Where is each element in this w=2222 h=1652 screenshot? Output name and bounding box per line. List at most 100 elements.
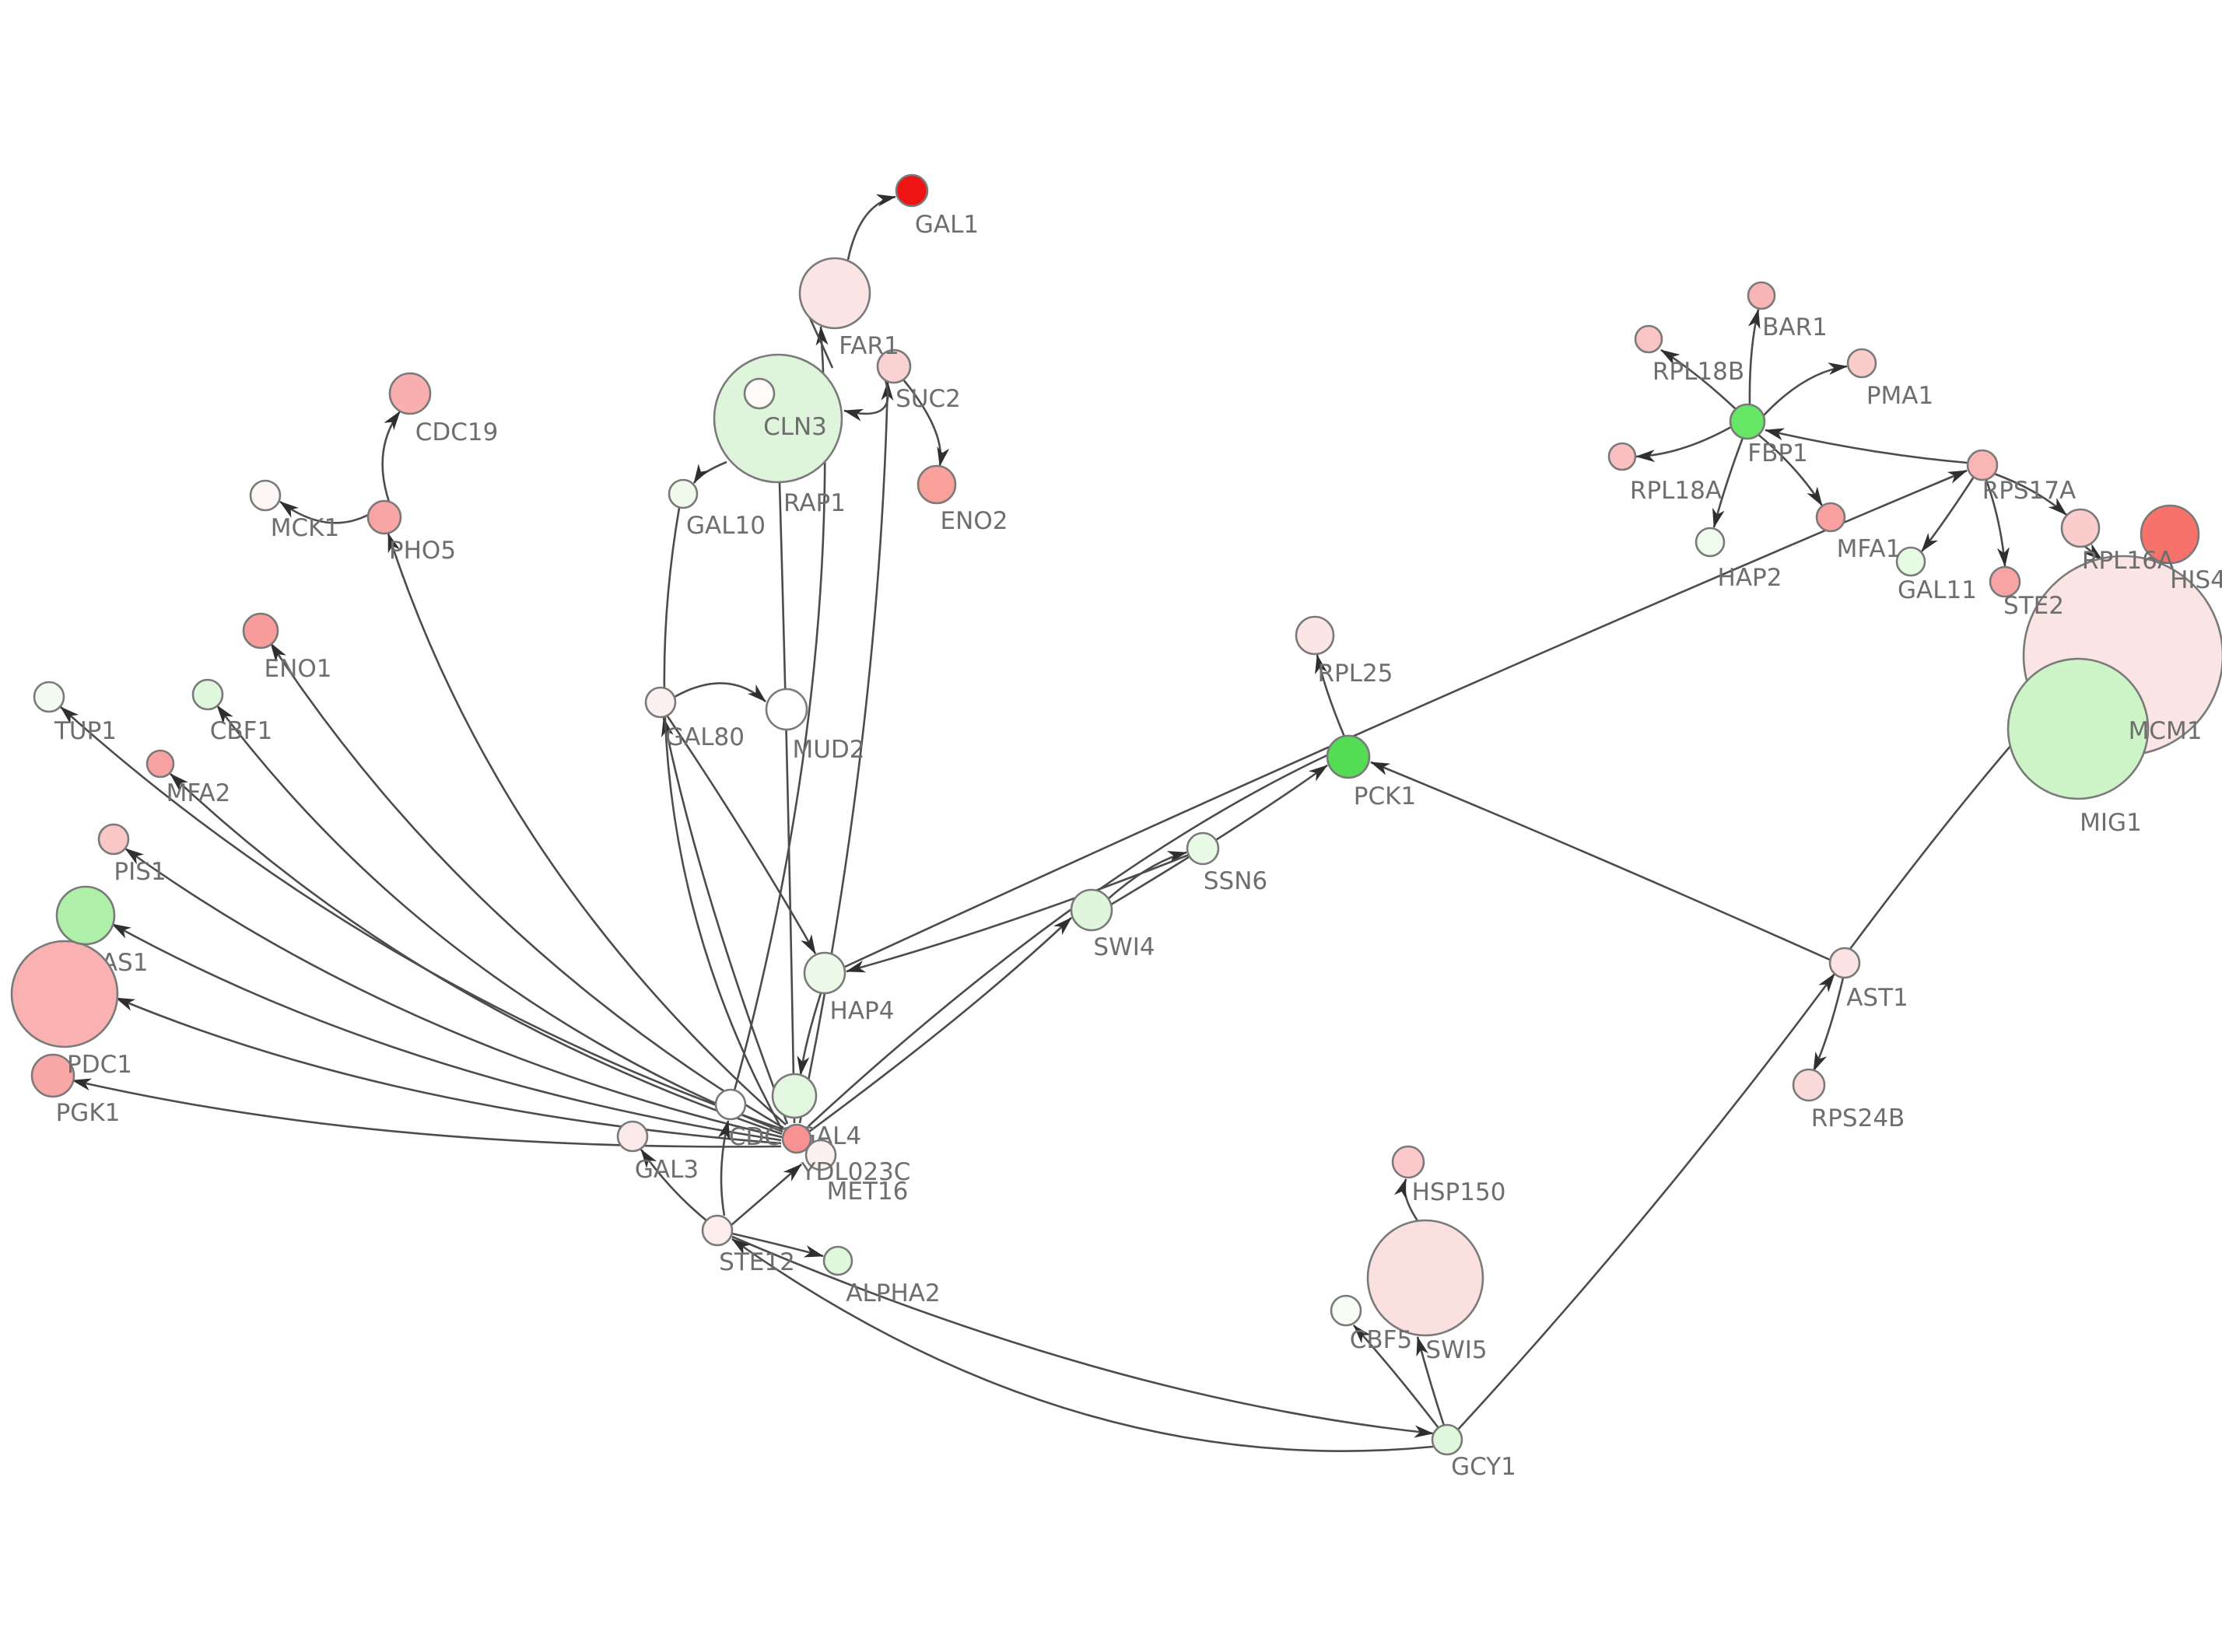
node-PMA1[interactable] bbox=[1846, 348, 1877, 379]
edge-YDL023C-ENO1[interactable] bbox=[269, 642, 784, 1129]
node-GCY1[interactable] bbox=[1431, 1423, 1463, 1456]
node-YDL023C[interactable] bbox=[781, 1123, 812, 1154]
node-SUC2[interactable] bbox=[876, 348, 912, 384]
edge-RPS17A-RPL16A[interactable] bbox=[1993, 472, 2067, 516]
node-GAL1[interactable] bbox=[895, 173, 929, 208]
edge-STE12-MET16[interactable] bbox=[731, 1164, 802, 1226]
node-HIS4[interactable] bbox=[2140, 504, 2200, 565]
node-GAL11[interactable] bbox=[1895, 546, 1926, 577]
node-ALPHA2[interactable] bbox=[822, 1245, 853, 1276]
node-PDC1[interactable] bbox=[10, 940, 119, 1048]
node-CDC28[interactable] bbox=[714, 1088, 747, 1121]
node-RPL16A[interactable] bbox=[2060, 508, 2101, 548]
edge-GAL80-MUD2[interactable] bbox=[674, 682, 766, 702]
edge-SUC2-ENO2[interactable] bbox=[902, 379, 950, 467]
edge-RPS17A-STE2[interactable] bbox=[1985, 479, 2010, 567]
node-HAP4[interactable] bbox=[803, 951, 846, 995]
edge-RPS17A-FBP1[interactable] bbox=[1765, 428, 1968, 464]
edge-SWI4-PCK1[interactable] bbox=[1110, 764, 1328, 906]
edge-YDL023C-SUC2[interactable] bbox=[798, 381, 894, 1124]
node-SSN6[interactable] bbox=[1186, 831, 1220, 866]
edge-YDL023C-PHO5[interactable] bbox=[387, 533, 787, 1125]
node-MET16[interactable] bbox=[804, 1139, 837, 1171]
edge-YDL023C-CBF1[interactable] bbox=[216, 705, 783, 1133]
edge-YDL023C-PCK1[interactable] bbox=[808, 753, 1330, 1127]
node-ENO1[interactable] bbox=[242, 612, 279, 649]
edge-FBP1-RPL18B[interactable] bbox=[1660, 348, 1737, 410]
node-ENO2[interactable] bbox=[916, 464, 957, 505]
node-PHO5[interactable] bbox=[366, 499, 402, 535]
edge-FAR1-GAL1[interactable] bbox=[846, 194, 896, 261]
node-PCK1[interactable] bbox=[1326, 734, 1371, 779]
edge-GCY1-SWI5[interactable] bbox=[1416, 1336, 1446, 1426]
node-RPS24B[interactable] bbox=[1792, 1068, 1826, 1102]
edge-SUC2-RAP1[interactable] bbox=[843, 380, 889, 422]
edge-FBP1-MFA1[interactable] bbox=[1757, 432, 1824, 506]
edge-PHO5-CDC19[interactable] bbox=[381, 411, 401, 502]
edge-YDL023C-SWI4[interactable] bbox=[808, 917, 1072, 1133]
node-SWI5[interactable] bbox=[1366, 1219, 1484, 1337]
edge-FBP1-RPL18A[interactable] bbox=[1635, 425, 1732, 463]
edge-AST1-RPS24B[interactable] bbox=[1812, 977, 1845, 1072]
node-CBF5[interactable] bbox=[1330, 1294, 1362, 1327]
node-FBP1[interactable] bbox=[1729, 403, 1766, 440]
edge-SWI5-HSP150[interactable] bbox=[1393, 1178, 1420, 1223]
node-MCK1[interactable] bbox=[249, 479, 282, 512]
edge-YDL023C-RAS1[interactable] bbox=[111, 922, 782, 1142]
node-MFA1[interactable] bbox=[1815, 502, 1846, 533]
edge-SSN6-HAP4[interactable] bbox=[846, 853, 1190, 973]
node-GAL10[interactable] bbox=[668, 478, 699, 509]
node-CLN3[interactable] bbox=[743, 377, 776, 410]
edge-HAP4-RPS17A[interactable] bbox=[844, 469, 1968, 968]
edge-STE12-GCY1[interactable] bbox=[731, 1235, 1434, 1438]
edge-YDL023C-GAL80[interactable] bbox=[661, 717, 789, 1125]
edge-SWI4-SSN6[interactable] bbox=[1107, 851, 1187, 900]
node-GAL3[interactable] bbox=[616, 1120, 649, 1153]
edge-RPS17A-GAL11[interactable] bbox=[1920, 476, 1975, 552]
edge-GCY1-STE12[interactable] bbox=[731, 1237, 1434, 1452]
node-FAR1[interactable] bbox=[798, 257, 871, 330]
node-HAP2[interactable] bbox=[1695, 527, 1726, 558]
node-STE12[interactable] bbox=[701, 1214, 734, 1247]
node-RPS17A[interactable] bbox=[1966, 449, 1999, 481]
node-PIS1[interactable] bbox=[97, 823, 130, 856]
edge-YDL023C-TUP1[interactable] bbox=[60, 706, 783, 1131]
edge-STE12-GAL3[interactable] bbox=[640, 1149, 708, 1223]
edge-AST1-PCK1[interactable] bbox=[1370, 761, 1831, 961]
edge-YDL023C-PGK1[interactable] bbox=[72, 1078, 782, 1148]
node-RPL25[interactable] bbox=[1295, 615, 1335, 656]
node-GAL80[interactable] bbox=[644, 686, 677, 719]
edge-GCY1-CBF5[interactable] bbox=[1353, 1325, 1440, 1429]
node-MIG1[interactable] bbox=[2006, 657, 2150, 800]
node-HSP150[interactable] bbox=[1391, 1145, 1425, 1179]
edge-PHO5-MCK1[interactable] bbox=[279, 500, 370, 524]
node-TUP1[interactable] bbox=[33, 681, 65, 713]
node-STE2[interactable] bbox=[1989, 565, 2021, 598]
node-CDC19[interactable] bbox=[388, 372, 432, 415]
edge-FBP1-PMA1[interactable] bbox=[1763, 362, 1848, 416]
edge-YDL023C-MFA2[interactable] bbox=[170, 773, 783, 1136]
edge-YDL023C-PIS1[interactable] bbox=[124, 847, 783, 1139]
node-SWI4[interactable] bbox=[1070, 888, 1113, 932]
node-GAL4[interactable] bbox=[771, 1073, 818, 1119]
node-RPL18B[interactable] bbox=[1634, 324, 1663, 354]
edge-GCY1-AST1[interactable] bbox=[1456, 973, 1836, 1431]
node-AST1[interactable] bbox=[1828, 947, 1861, 979]
edge-PCK1-RPL25[interactable] bbox=[1315, 654, 1346, 737]
edge-STE12-ALPHA2[interactable] bbox=[731, 1232, 824, 1258]
edge-GAL80-HAP4[interactable] bbox=[666, 716, 817, 954]
edge-RAP1-GAL10[interactable] bbox=[692, 460, 727, 484]
node-CBF1[interactable] bbox=[191, 678, 224, 711]
edge-YDL023C-PDC1[interactable] bbox=[115, 996, 782, 1145]
edge-STE12-CDC28[interactable] bbox=[717, 1120, 731, 1216]
edge-RAP1-YDL023C[interactable] bbox=[778, 482, 796, 1124]
node-MFA2[interactable] bbox=[145, 749, 175, 779]
node-PGK1[interactable] bbox=[30, 1053, 75, 1098]
node-MUD2[interactable] bbox=[765, 688, 808, 731]
node-RAS1[interactable] bbox=[55, 885, 116, 946]
edge-HAP4-GAL4[interactable] bbox=[797, 992, 822, 1076]
node-BAR1[interactable] bbox=[1747, 281, 1776, 310]
edge-FBP1-BAR1[interactable] bbox=[1747, 309, 1761, 405]
node-RPL18A[interactable] bbox=[1607, 442, 1637, 471]
